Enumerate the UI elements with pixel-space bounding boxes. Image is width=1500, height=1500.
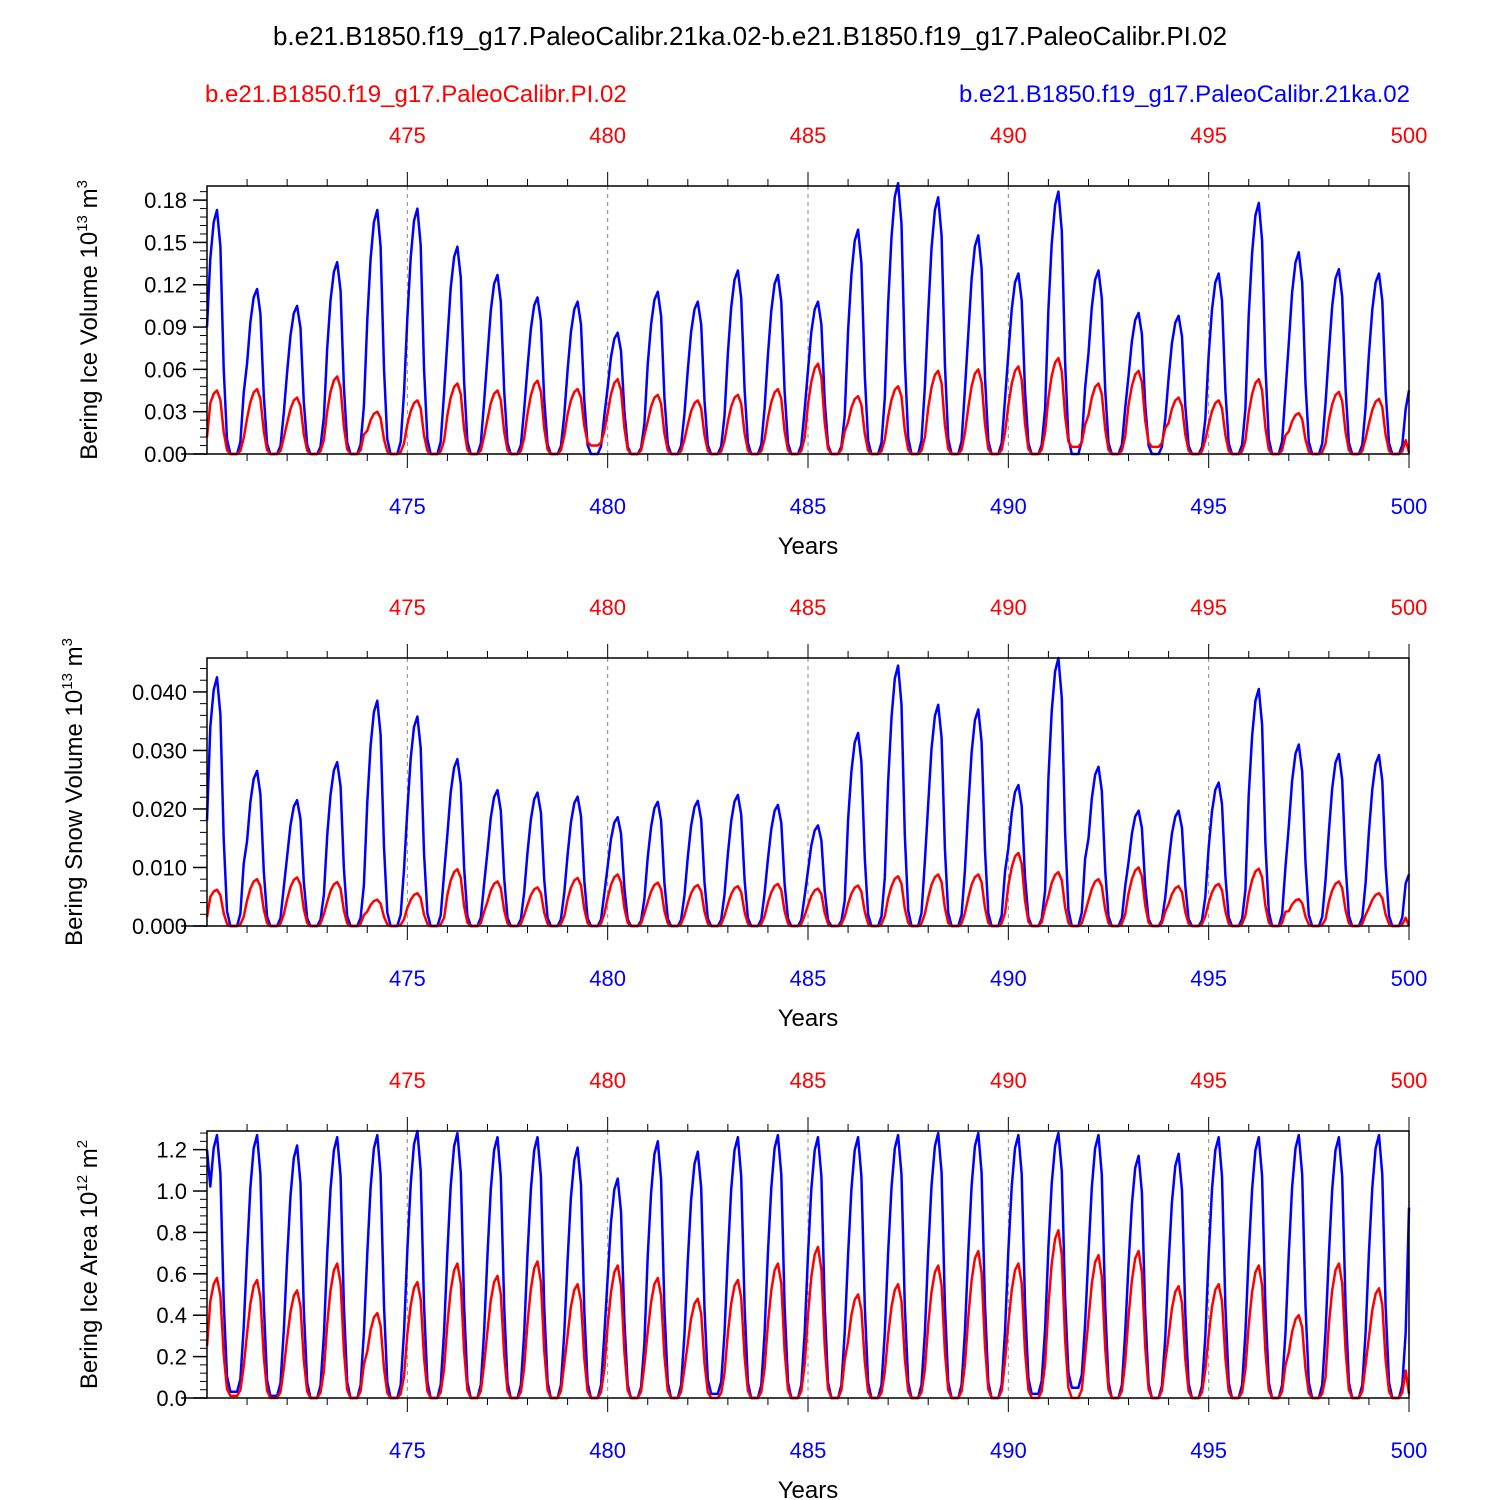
x-tick-label-top: 475 (389, 123, 426, 148)
panel-1: 0.00 0.03 0.06 0.09 0.12 0.15 0.18 475 475 480 480… (74, 123, 1427, 560)
x-tick-label-bottom: 495 (1190, 966, 1227, 991)
x-tick-label-bottom: 495 (1190, 1438, 1227, 1463)
legend-experiment-case: b.e21.B1850.f19_g17.PaleoCalibr.21ka.02 (959, 81, 1410, 108)
figure-title: b.e21.B1850.f19_g17.PaleoCalibr.21ka.02-… (273, 21, 1227, 51)
x-tick-label-bottom: 490 (990, 966, 1027, 991)
series-line-21ka (205, 181, 1411, 456)
series-line-pi (205, 851, 1411, 928)
y-axis-label: Bering Snow Volume 1013 m3 (59, 638, 88, 946)
y-tick-label: 0.09 (144, 315, 187, 340)
y-tick-label: 0.4 (156, 1303, 187, 1328)
x-tick-label-top: 480 (589, 1068, 626, 1093)
x-tick-label-top: 495 (1190, 1068, 1227, 1093)
x-tick-label-bottom: 500 (1391, 1438, 1428, 1463)
y-tick-label: 0.06 (144, 357, 187, 382)
y-tick-label: 0.8 (156, 1220, 187, 1245)
x-axis-label: Years (778, 1477, 839, 1500)
x-tick-label-top: 500 (1391, 595, 1428, 620)
x-tick-label-bottom: 485 (790, 1438, 827, 1463)
x-tick-label-bottom: 480 (589, 966, 626, 991)
y-tick-label: 0.6 (156, 1262, 187, 1287)
x-tick-label-top: 485 (790, 1068, 827, 1093)
x-tick-label-top: 500 (1391, 1068, 1428, 1093)
x-tick-label-bottom: 475 (389, 494, 426, 519)
y-tick-label: 0.12 (144, 273, 187, 298)
x-tick-label-bottom: 485 (790, 494, 827, 519)
x-tick-label-bottom: 480 (589, 494, 626, 519)
panel-2: 0.000 0.010 0.020 0.030 0.040 475 475 480 480 485… (59, 595, 1427, 1032)
x-tick-label-bottom: 480 (589, 1438, 626, 1463)
legend-reference-case: b.e21.B1850.f19_g17.PaleoCalibr.PI.02 (205, 81, 627, 108)
y-tick-label: 0.00 (144, 442, 187, 467)
x-tick-label-top: 485 (790, 123, 827, 148)
x-tick-label-top: 475 (389, 595, 426, 620)
y-tick-label: 0.020 (132, 797, 187, 822)
x-axis-label: Years (778, 533, 839, 560)
x-tick-label-top: 495 (1190, 123, 1227, 148)
x-tick-label-bottom: 475 (389, 1438, 426, 1463)
x-axis-label: Years (778, 1005, 839, 1032)
x-tick-label-bottom: 500 (1391, 494, 1428, 519)
y-tick-label: 0.010 (132, 855, 187, 880)
x-tick-label-top: 480 (589, 595, 626, 620)
y-tick-label: 1.2 (156, 1138, 187, 1163)
x-tick-label-top: 475 (389, 1068, 426, 1093)
y-tick-label: 0.0 (156, 1386, 187, 1411)
x-tick-label-bottom: 475 (389, 966, 426, 991)
y-tick-label: 0.18 (144, 188, 187, 213)
x-tick-label-bottom: 490 (990, 494, 1027, 519)
x-tick-label-top: 480 (589, 123, 626, 148)
x-tick-label-bottom: 485 (790, 966, 827, 991)
panels-group: 0.00 0.03 0.06 0.09 0.12 0.15 0.18 475 475 480 480… (59, 123, 1427, 1500)
series-line-21ka (205, 1129, 1411, 1400)
y-tick-label: 0.040 (132, 680, 187, 705)
y-tick-label: 0.15 (144, 230, 187, 255)
panel-3: 0.0 0.2 0.4 0.6 0.8 1.0 1.2 475 475 480 480 485 485 4… (74, 1068, 1427, 1500)
y-tick-label: 0.03 (144, 400, 187, 425)
x-tick-label-top: 490 (990, 595, 1027, 620)
series-line-21ka (205, 656, 1411, 928)
x-tick-label-bottom: 500 (1391, 966, 1428, 991)
series-line-pi (205, 1229, 1411, 1400)
y-tick-label: 0.030 (132, 738, 187, 763)
y-axis-label: Bering Ice Area 1012 m2 (74, 1140, 103, 1389)
series-line-pi (205, 356, 1411, 456)
y-tick-label: 0.2 (156, 1345, 187, 1370)
y-tick-label: 0.000 (132, 914, 187, 939)
x-tick-label-top: 495 (1190, 595, 1227, 620)
x-tick-label-top: 500 (1391, 123, 1428, 148)
x-tick-label-top: 485 (790, 595, 827, 620)
x-tick-label-top: 490 (990, 123, 1027, 148)
x-tick-label-bottom: 490 (990, 1438, 1027, 1463)
x-tick-label-top: 490 (990, 1068, 1027, 1093)
y-tick-label: 1.0 (156, 1179, 187, 1204)
y-axis-label: Bering Ice Volume 1013 m3 (74, 180, 103, 460)
x-tick-label-bottom: 495 (1190, 494, 1227, 519)
